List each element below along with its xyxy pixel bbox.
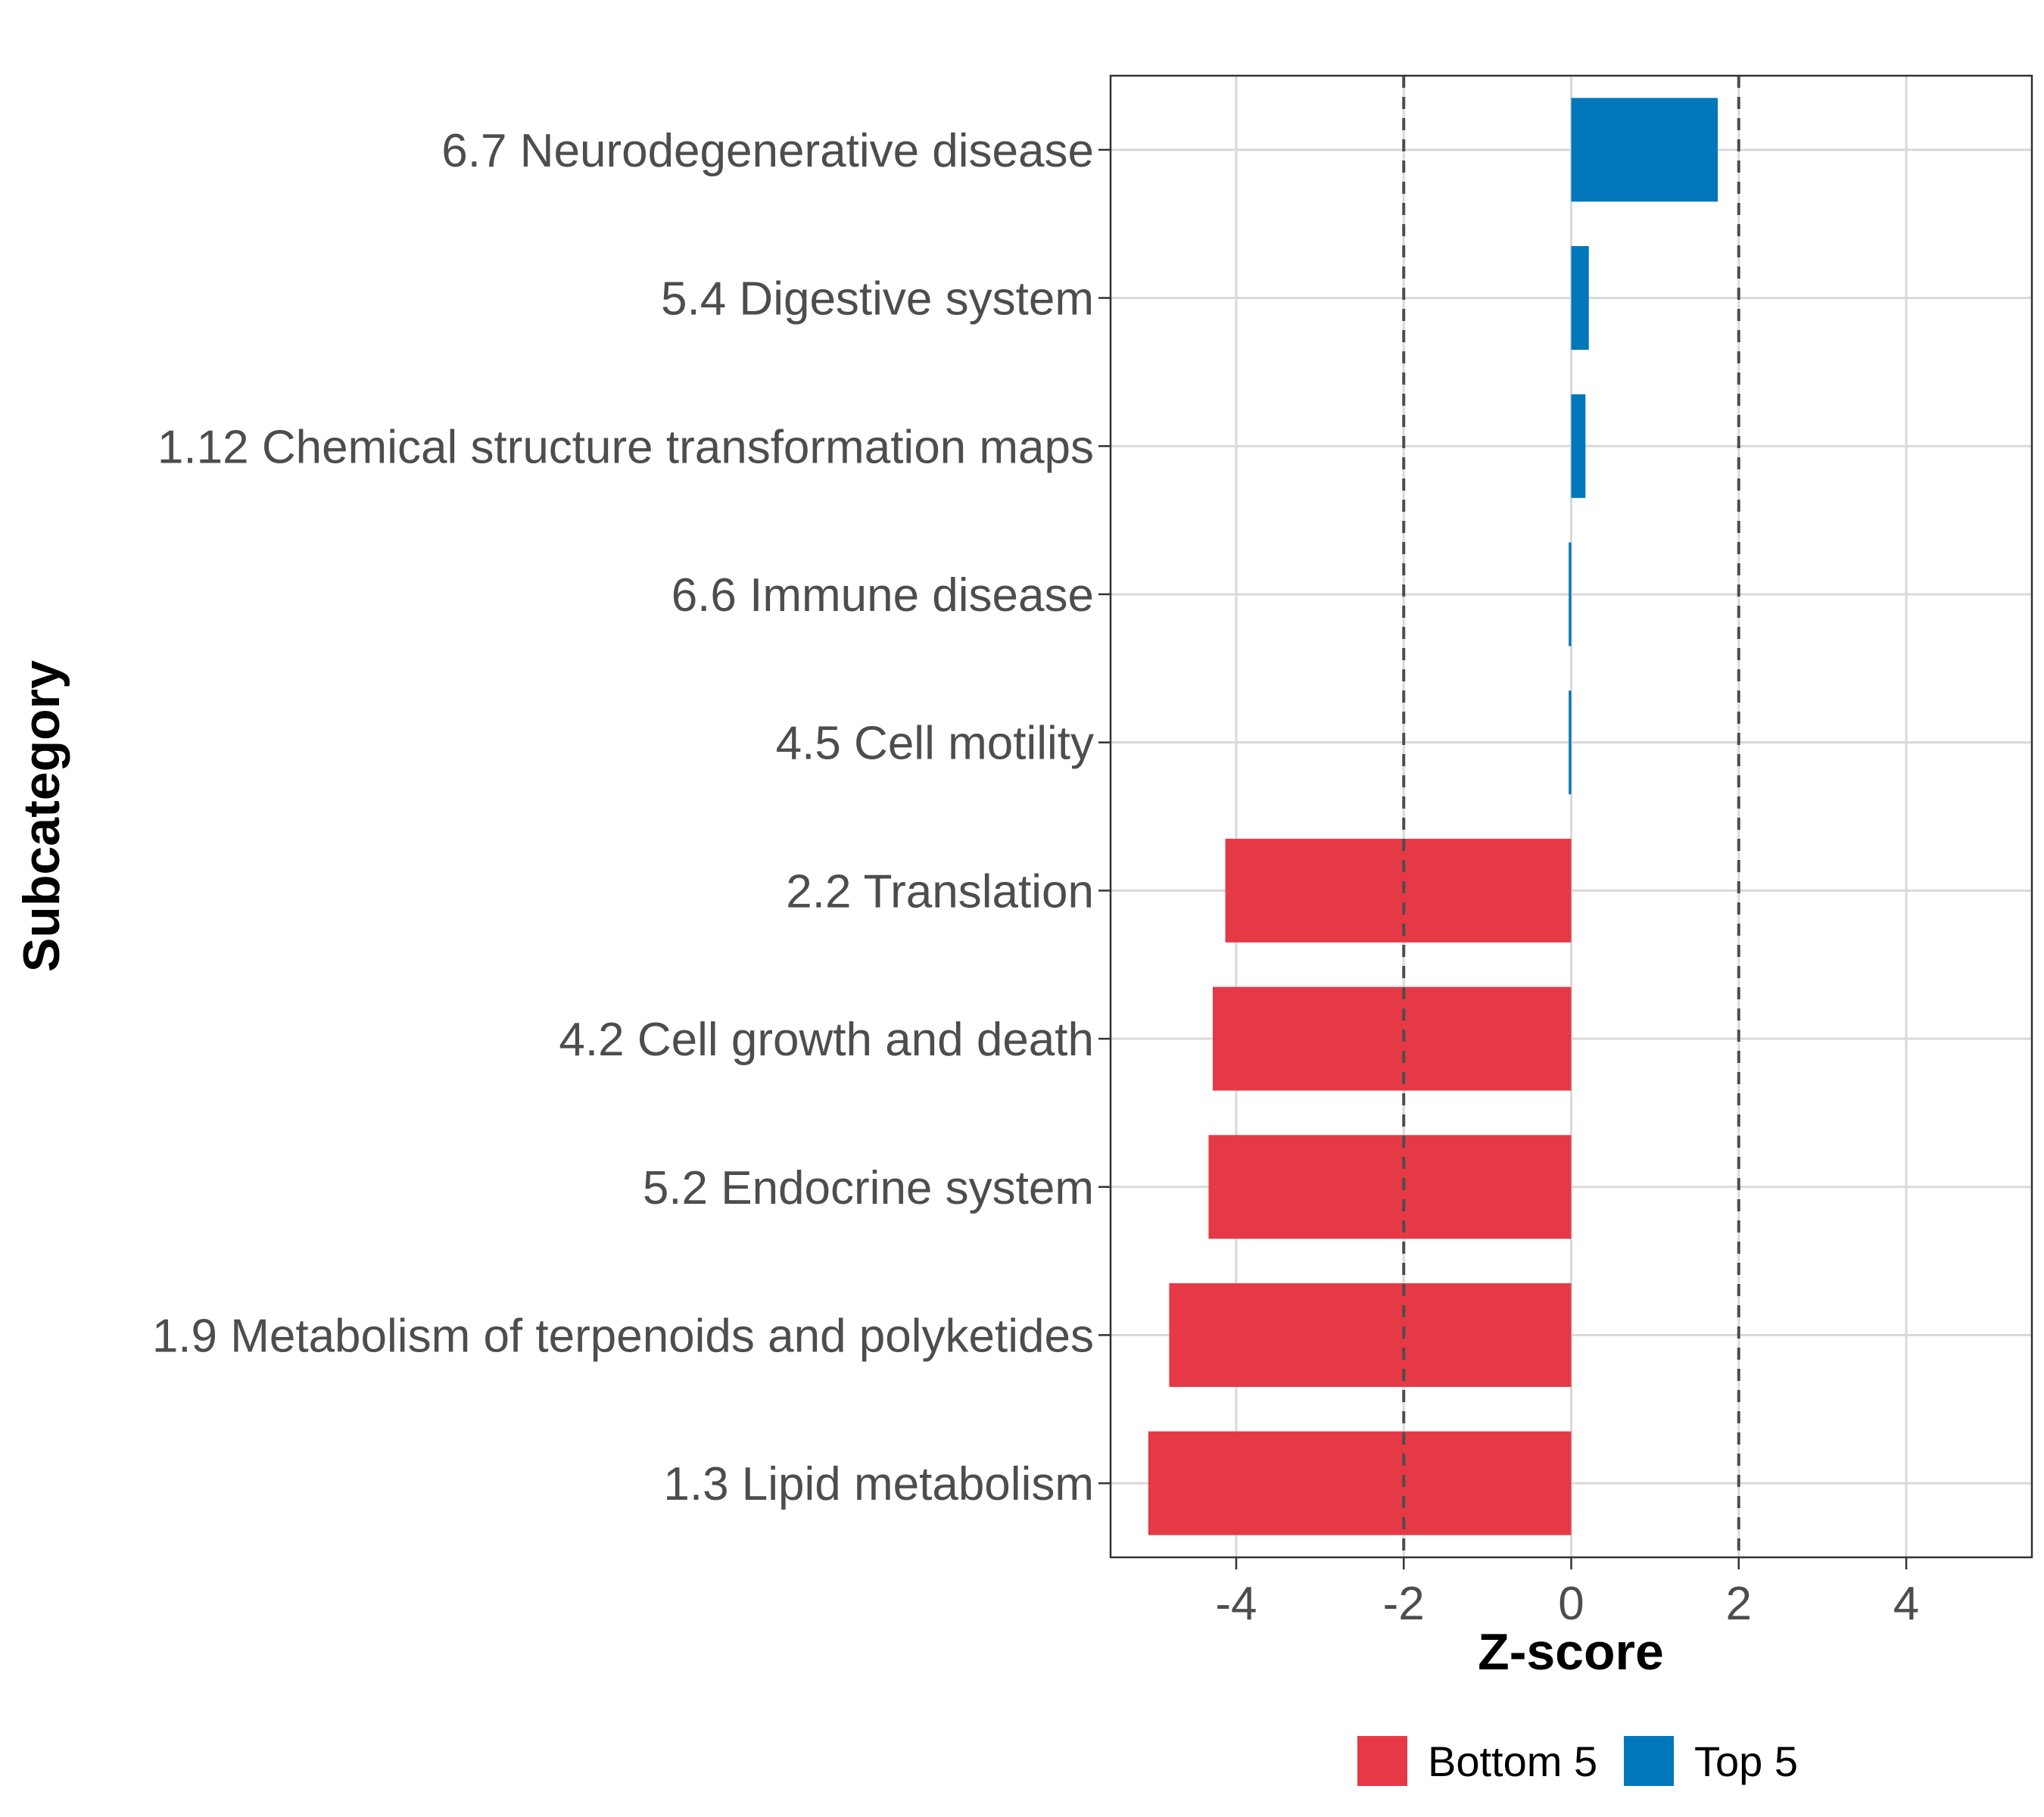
bar bbox=[1225, 838, 1572, 943]
x-tick-label: 2 bbox=[1726, 1578, 1752, 1630]
y-axis-title: Subcategory bbox=[13, 660, 70, 972]
y-tick-label: 5.2 Endocrine system bbox=[643, 1162, 1094, 1214]
x-axis-title: Z-score bbox=[1478, 1623, 1664, 1681]
x-axis: -4 -2 0 2 4 bbox=[1215, 1557, 1919, 1630]
y-tick-label: 5.4 Digestive system bbox=[661, 273, 1094, 326]
bar bbox=[1571, 394, 1586, 498]
legend: Bottom 5 Top 5 bbox=[1357, 1736, 1798, 1786]
bar bbox=[1169, 1282, 1572, 1387]
legend-swatch-top5 bbox=[1624, 1736, 1674, 1786]
bars bbox=[1148, 98, 1718, 1535]
x-tick-label: 0 bbox=[1558, 1578, 1584, 1630]
y-tick-label: 2.2 Translation bbox=[786, 865, 1094, 918]
bar bbox=[1208, 1135, 1572, 1239]
y-axis: 6.7 Neurodegenerative disease 5.4 Digesti… bbox=[152, 125, 1111, 1510]
y-tick-label: 4.2 Cell growth and death bbox=[559, 1014, 1094, 1066]
legend-label-top5: Top 5 bbox=[1694, 1738, 1798, 1785]
bar bbox=[1571, 98, 1718, 202]
reference-lines bbox=[1402, 76, 1740, 1557]
x-tick-label: 4 bbox=[1893, 1578, 1919, 1630]
y-tick-label: 1.9 Metabolism of terpenoids and polyket… bbox=[152, 1310, 1094, 1362]
bar bbox=[1212, 986, 1572, 1091]
x-tick-label: -2 bbox=[1383, 1578, 1425, 1630]
bar bbox=[1569, 542, 1572, 647]
y-tick-label: 1.3 Lipid metabolism bbox=[663, 1458, 1094, 1510]
bar bbox=[1148, 1431, 1572, 1535]
y-tick-label: 6.6 Immune disease bbox=[671, 569, 1094, 622]
legend-label-bottom5: Bottom 5 bbox=[1428, 1738, 1597, 1785]
legend-swatch-bottom5 bbox=[1357, 1736, 1407, 1786]
y-tick-label: 1.12 Chemical structure transformation m… bbox=[157, 421, 1094, 473]
y-tick-label: 4.5 Cell motility bbox=[776, 718, 1094, 770]
bar bbox=[1569, 690, 1572, 795]
x-tick-label: -4 bbox=[1215, 1578, 1257, 1630]
bar bbox=[1571, 246, 1589, 351]
y-tick-label: 6.7 Neurodegenerative disease bbox=[441, 125, 1094, 177]
